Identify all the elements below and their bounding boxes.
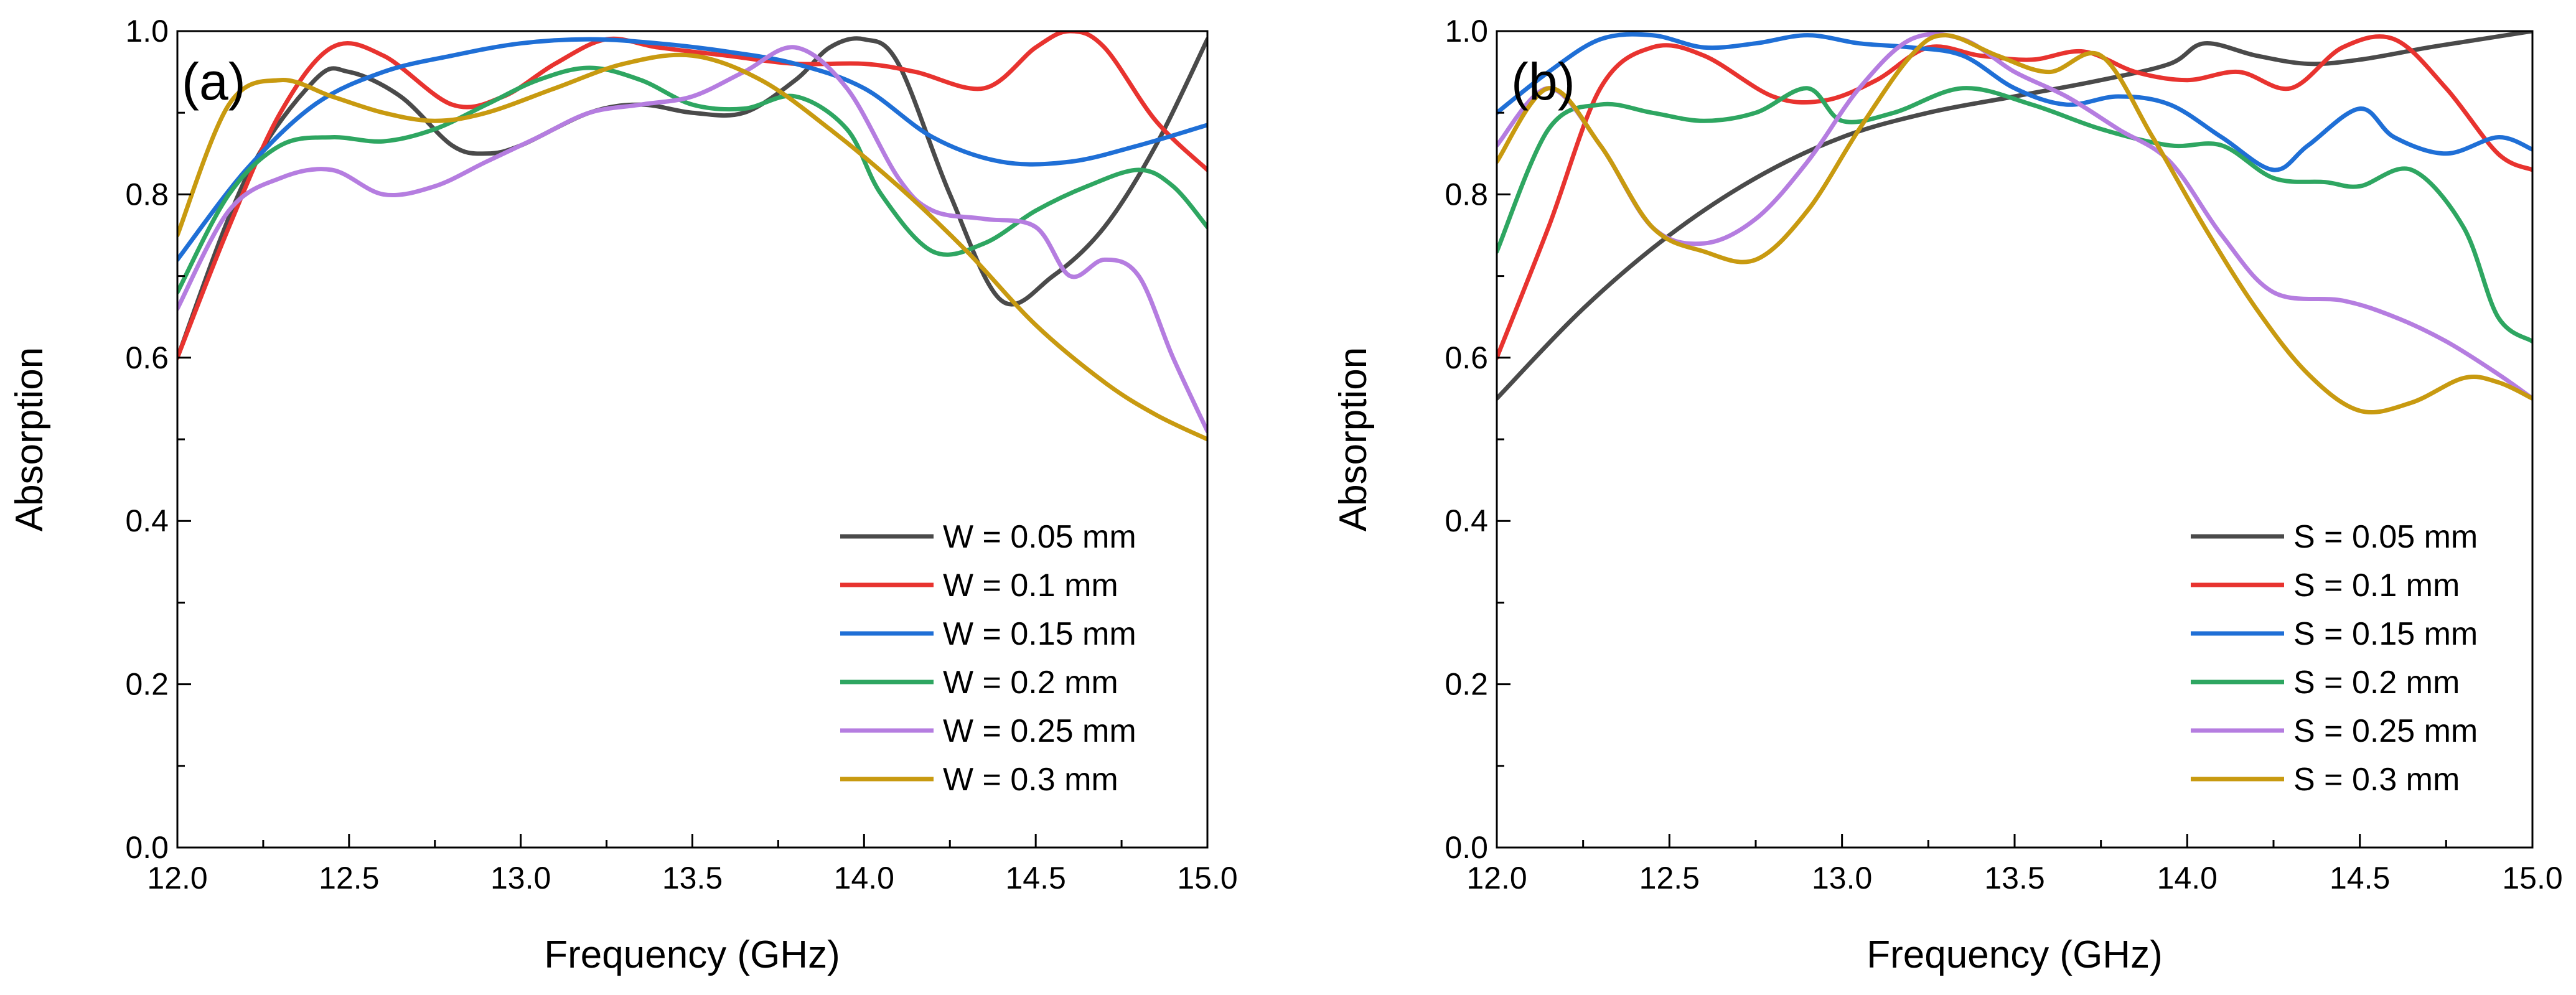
panel-a: 12.0 12.5 13.0 13.5 14.0 14.5 15.0 0.00.20.40.…: [8, 14, 1238, 976]
y-ticks-a: 0.0 0.2 0.4 0.6 0.8 1.0: [125, 14, 191, 865]
legend-label: S = 0.3 mm: [2293, 762, 2460, 798]
y-tick-label: 0.0: [125, 830, 169, 865]
panel-b: 12.0 12.5 13.0 13.5 14.0 14.5 15.0 0.00.20.40.…: [1332, 14, 2563, 976]
x-tick-label: 12.5: [319, 861, 379, 895]
series-line-b-6: [1497, 33, 2532, 414]
x-tick-label: 14.0: [2157, 861, 2218, 895]
series-line-b-1: [1497, 31, 2532, 401]
legend-b: S = 0.05 mm S = 0.1 mm S = 0.15 mm S = 0.2 …: [2191, 519, 2478, 798]
x-ticks-a: 12.0 12.5 13.0 13.5 14.0 14.5 15.0: [147, 834, 1238, 895]
x-ticks-b: 12.0 12.5 13.0 13.5 14.0 14.5 15.0: [1466, 834, 2563, 895]
series-line-a-4: [177, 65, 1207, 295]
y-axis-label-a: Absorption: [8, 347, 51, 531]
x-tick-label: 13.0: [490, 861, 551, 895]
y-axis-label-b: Absorption: [1332, 347, 1375, 531]
x-axis-label-b: Frequency (GHz): [1866, 933, 2162, 976]
series-line-b-3: [1497, 32, 2532, 172]
y-tick-label: 0.6: [1445, 340, 1488, 375]
x-tick-label: 13.5: [662, 861, 723, 895]
panel-label-b: (b): [1511, 52, 1575, 111]
y-ticks-b: 0.0 0.2 0.4 0.6 0.8 1.0: [1445, 14, 1510, 865]
x-tick-label: 12.5: [1639, 861, 1700, 895]
x-tick-label: 12.0: [147, 861, 207, 895]
legend-label: S = 0.1 mm: [2293, 568, 2460, 604]
legend-label: W = 0.3 mm: [943, 762, 1118, 798]
legend-label: W = 0.2 mm: [943, 665, 1118, 701]
x-tick-label: 14.0: [834, 861, 894, 895]
x-tick-label: 12.0: [1466, 861, 1527, 895]
series-line-a-1: [177, 36, 1207, 360]
legend-label: S = 0.15 mm: [2293, 616, 2478, 652]
legend-label: S = 0.25 mm: [2293, 713, 2478, 749]
y-tick-label: 0.2: [125, 667, 169, 702]
series-line-b-4: [1497, 86, 2532, 344]
x-tick-label: 15.0: [1177, 861, 1237, 895]
x-tick-label: 13.5: [1984, 861, 2044, 895]
y-tick-label: 0.4: [1445, 503, 1488, 538]
y-tick-label: 0.8: [1445, 177, 1488, 212]
legend-a: W = 0.05 mm W = 0.1 mm W = 0.15 mm W = 0.2 …: [840, 519, 1136, 798]
legend-label: W = 0.15 mm: [943, 616, 1136, 652]
legend-label: W = 0.05 mm: [943, 519, 1136, 555]
legend-label: W = 0.1 mm: [943, 568, 1118, 604]
y-tick-label: 0.0: [1445, 830, 1488, 865]
x-tick-label: 14.5: [2330, 861, 2390, 895]
legend-label: S = 0.2 mm: [2293, 665, 2460, 701]
x-tick-label: 15.0: [2502, 861, 2562, 895]
series-line-a-3: [177, 37, 1207, 262]
x-tick-label: 13.0: [1812, 861, 1872, 895]
series-lines-b: [1497, 31, 2532, 414]
panel-label-a: (a): [182, 52, 246, 111]
y-tick-label: 1.0: [1445, 14, 1488, 49]
legend-label: W = 0.25 mm: [943, 713, 1136, 749]
x-axis-label-a: Frequency (GHz): [544, 933, 840, 976]
series-lines-a: [177, 31, 1207, 442]
legend-label: S = 0.05 mm: [2293, 519, 2478, 555]
series-line-a-2: [177, 31, 1207, 360]
y-tick-label: 0.4: [125, 503, 169, 538]
x-tick-label: 14.5: [1006, 861, 1066, 895]
y-tick-label: 0.8: [125, 177, 169, 212]
y-tick-label: 0.6: [125, 340, 169, 375]
series-line-a-6: [177, 52, 1207, 442]
y-tick-label: 1.0: [125, 14, 169, 49]
y-tick-label: 0.2: [1445, 667, 1488, 702]
